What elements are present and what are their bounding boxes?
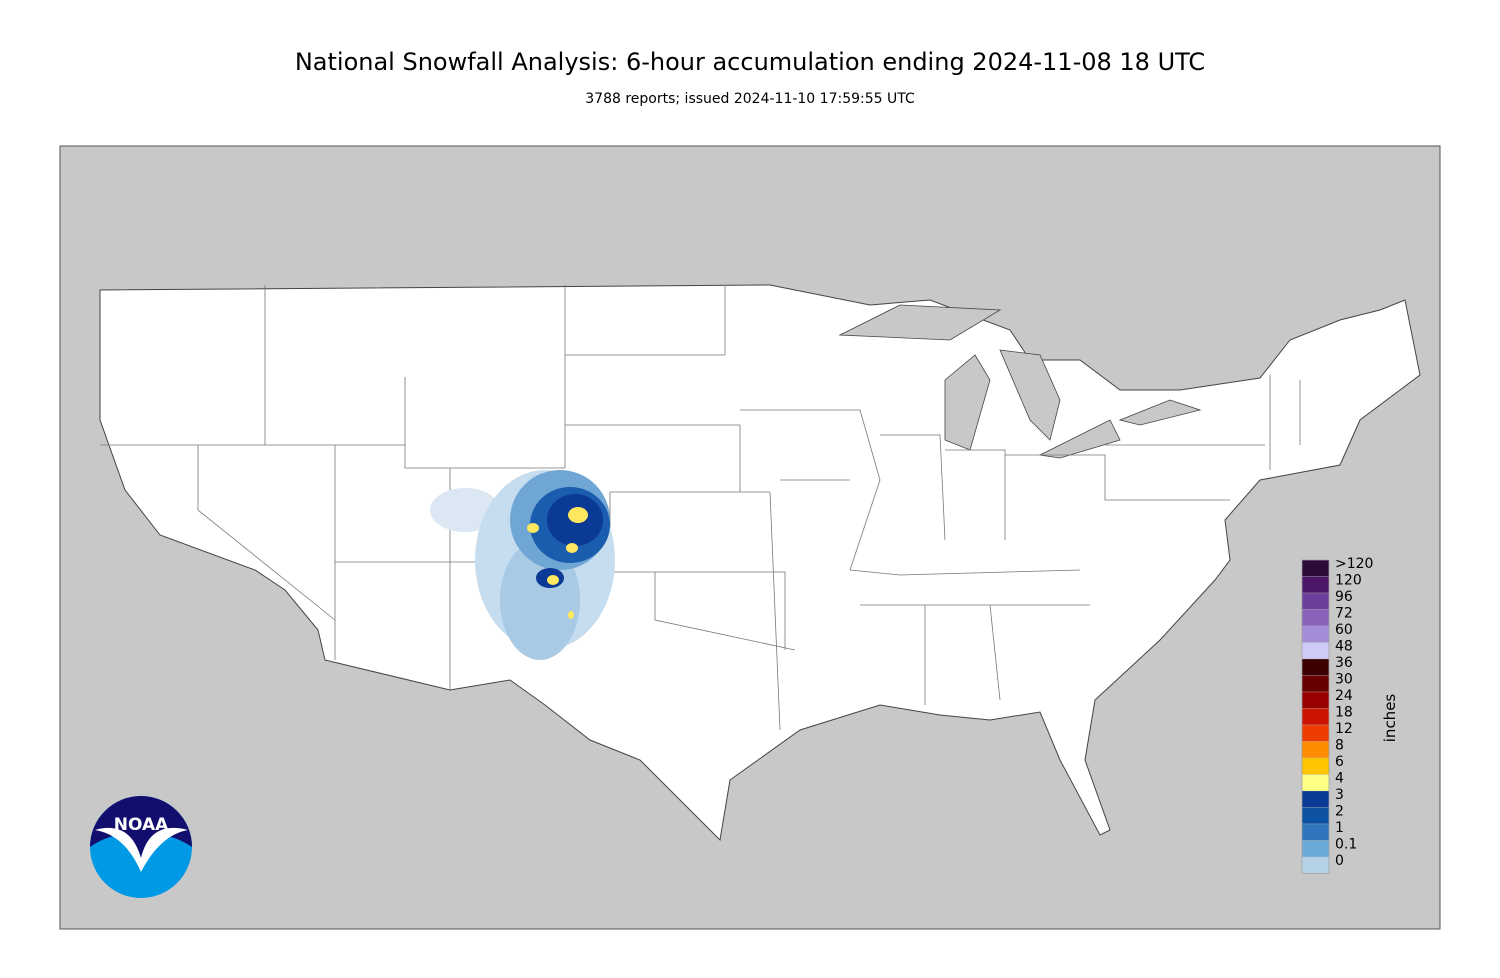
- legend-label: 72: [1335, 606, 1353, 622]
- legend-label: >120: [1335, 556, 1373, 572]
- legend-label: 36: [1335, 655, 1353, 671]
- legend-swatch: [1301, 856, 1330, 874]
- legend-label: 12: [1335, 721, 1353, 737]
- legend-label: 4: [1335, 771, 1344, 787]
- legend-swatch: [1301, 724, 1330, 742]
- subtitle: 3788 reports; issued 2024-11-10 17:59:55…: [585, 91, 915, 107]
- legend-swatch: [1301, 840, 1330, 858]
- legend-swatch: [1301, 609, 1330, 627]
- legend-swatch: [1301, 642, 1330, 660]
- legend-label: 8: [1335, 738, 1344, 754]
- legend-swatch: [1301, 675, 1330, 693]
- legend-label: 18: [1335, 705, 1353, 721]
- legend-label: 96: [1335, 589, 1353, 605]
- conus: [99, 284, 1421, 842]
- legend-swatch: [1301, 774, 1330, 792]
- noaa-logo: NOAA: [90, 796, 192, 898]
- legend-label: 120: [1335, 573, 1362, 589]
- legend-label: 60: [1335, 622, 1353, 638]
- legend-label: 1: [1335, 820, 1344, 836]
- legend-swatch: [1301, 658, 1330, 676]
- legend-swatch: [1301, 823, 1330, 841]
- legend: inches >1201209672604836302418128643210.…: [1301, 556, 1399, 874]
- legend-swatch: [1301, 807, 1330, 825]
- logo-text: NOAA: [114, 815, 169, 835]
- legend-swatch: [1301, 741, 1330, 759]
- legend-label: 30: [1335, 672, 1353, 688]
- legend-swatch: [1301, 592, 1330, 610]
- legend-title: inches: [1381, 694, 1399, 743]
- legend-label: 24: [1335, 688, 1353, 704]
- legend-label: 48: [1335, 639, 1353, 655]
- title: National Snowfall Analysis: 6-hour accum…: [295, 48, 1205, 76]
- legend-frame: [1301, 559, 1330, 874]
- legend-swatch: [1301, 790, 1330, 808]
- legend-label: 3: [1335, 787, 1344, 803]
- legend-label: 6: [1335, 754, 1344, 770]
- snowfall: [430, 470, 615, 660]
- legend-swatch: [1301, 691, 1330, 709]
- legend-label: 0.1: [1335, 837, 1357, 853]
- legend-label: 2: [1335, 804, 1344, 820]
- legend-swatch: [1301, 708, 1330, 726]
- legend-label: 0: [1335, 853, 1344, 869]
- legend-swatch: [1301, 559, 1330, 577]
- legend-swatch: [1301, 625, 1330, 643]
- legend-swatch: [1301, 576, 1330, 594]
- map: [59, 145, 1441, 930]
- legend-swatch: [1301, 757, 1330, 775]
